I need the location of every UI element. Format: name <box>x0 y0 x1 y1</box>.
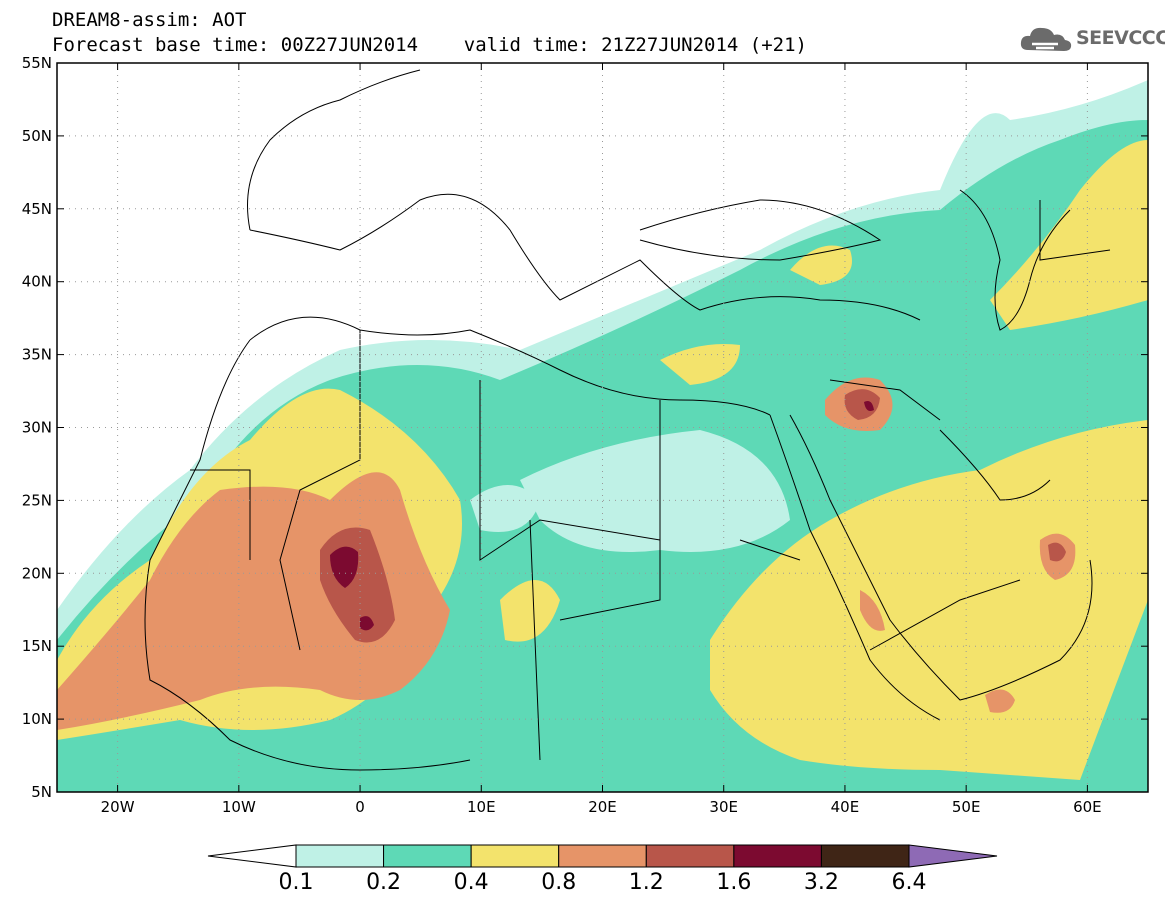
lon-axis: 20W 10W 0 10E 20E 30E 40E 50E 60E <box>101 63 1102 816</box>
lon-tick-label: 0 <box>355 798 365 816</box>
lon-tick-label: 10E <box>467 798 496 816</box>
lon-tick-label: 40E <box>831 798 860 816</box>
chart-title: DREAM8-assim: AOT <box>52 9 247 31</box>
lat-tick-label: 50N <box>22 127 52 145</box>
aot-band-1.2-iraq <box>844 389 880 420</box>
aot-band-0.4-arabia <box>710 420 1148 780</box>
border-8 <box>829 379 941 421</box>
border-4 <box>529 519 541 761</box>
lat-tick-label: 30N <box>22 419 52 437</box>
colorbar-label: 0.1 <box>278 870 314 895</box>
logo-text: SEEVCCC <box>1076 27 1165 49</box>
lat-tick-label: 15N <box>22 637 52 655</box>
lon-tick-label: 60E <box>1073 798 1102 816</box>
lat-tick-label: 5N <box>31 783 52 801</box>
aot-clear-sahara <box>470 485 540 532</box>
coast-africa-west <box>144 339 471 771</box>
lat-tick-label: 25N <box>22 491 52 509</box>
aot-clear-egypt <box>520 430 790 552</box>
border-5 <box>190 469 251 560</box>
colorbar-box <box>820 844 910 868</box>
colorbar-box <box>733 844 822 868</box>
colorbar-label: 1.2 <box>628 870 664 895</box>
cloud-icon <box>1020 27 1072 51</box>
lat-tick-label: 10N <box>22 710 52 728</box>
seevccc-logo: SEEVCCC <box>1018 22 1165 58</box>
coast-black-sea <box>639 199 882 261</box>
lon-tick-label: 20W <box>101 798 135 816</box>
lon-tick-label: 50E <box>952 798 981 816</box>
coast-europe-west <box>247 69 421 231</box>
aot-band-0.4-libya <box>500 580 560 642</box>
colorbar-box <box>383 844 472 868</box>
colorbar-label: 3.2 <box>803 870 839 895</box>
lat-tick-label: 35N <box>22 346 52 364</box>
colorbar-label: 0.2 <box>366 870 402 895</box>
colorbar <box>207 844 998 868</box>
aot-band-0.8-redsea <box>860 590 885 631</box>
aot-band-0.4-mediterranean <box>660 344 740 385</box>
colorbar-box <box>470 844 560 868</box>
coastlines <box>144 69 1111 771</box>
border-7 <box>869 579 1021 651</box>
lon-tick-label: 10W <box>222 798 256 816</box>
colorbar-low-arrow <box>207 844 297 868</box>
colorbar-high-arrow <box>908 844 998 868</box>
border-3 <box>559 400 661 621</box>
forecast-times: Forecast base time: 00Z27JUN2014 valid t… <box>52 34 807 56</box>
colorbar-label: 6.4 <box>891 870 927 895</box>
aot-band-1.6-mali <box>330 546 359 588</box>
lat-tick-label: 40N <box>22 273 52 291</box>
lat-axis: 55N 50N 45N 40N 35N 30N 25N 20N 15N 10N 5N <box>22 54 1148 801</box>
colorbar-box <box>645 844 735 868</box>
aot-band-1.2-oman <box>1048 542 1066 562</box>
colorbar-box <box>295 844 385 868</box>
coast-africa-north <box>249 316 771 416</box>
aot-band-1.6-niger <box>360 616 374 631</box>
lon-tick-label: 30E <box>709 798 738 816</box>
coast-redsea-east <box>789 414 1093 701</box>
lat-tick-label: 55N <box>22 54 52 72</box>
lat-tick-label: 45N <box>22 200 52 218</box>
colorbar-label: 0.4 <box>453 870 489 895</box>
aot-band-0.8-yemen <box>985 689 1015 713</box>
lon-tick-label: 20E <box>588 798 617 816</box>
border-9 <box>1039 200 1111 261</box>
border-6 <box>739 539 801 561</box>
border-2 <box>479 380 661 561</box>
colorbar-label: 1.6 <box>716 870 752 895</box>
aot-band-1.6-iraq <box>864 401 874 411</box>
lat-tick-label: 20N <box>22 564 52 582</box>
coast-redsea-west <box>769 414 941 721</box>
colorbar-label: 0.8 <box>541 870 577 895</box>
colorbar-box <box>558 844 647 868</box>
coast-europe-south <box>249 193 921 321</box>
border-1 <box>279 330 361 651</box>
